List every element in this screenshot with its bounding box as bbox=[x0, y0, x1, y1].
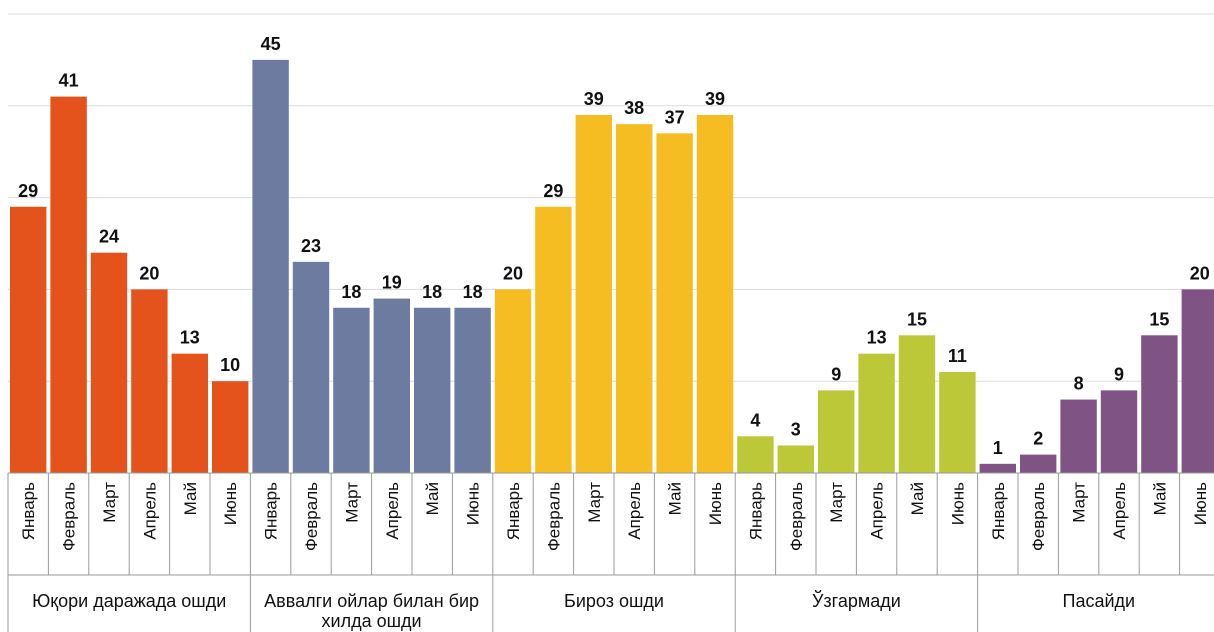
x-tick-label: Апрель bbox=[625, 482, 644, 540]
x-tick-label: Май bbox=[666, 482, 685, 515]
bar bbox=[1181, 289, 1214, 473]
bar bbox=[818, 390, 855, 473]
bar bbox=[979, 463, 1016, 473]
bar bbox=[535, 206, 572, 473]
value-label: 1 bbox=[993, 438, 1003, 458]
x-tick-label: Февраль bbox=[544, 482, 563, 551]
value-label: 23 bbox=[301, 236, 321, 256]
x-tick-label: Февраль bbox=[787, 482, 806, 551]
x-tick-label: Июнь bbox=[1191, 482, 1210, 525]
x-tick-label: Май bbox=[423, 482, 442, 515]
value-label: 20 bbox=[1190, 263, 1210, 283]
x-tick-label: Январь bbox=[746, 482, 765, 540]
bar bbox=[373, 298, 410, 473]
x-tick-label: Июнь bbox=[948, 482, 967, 525]
bar bbox=[1141, 335, 1178, 473]
x-tick-label: Январь bbox=[989, 482, 1008, 540]
bar bbox=[171, 353, 208, 473]
group-label: Ўзгармади bbox=[811, 591, 901, 611]
bar bbox=[212, 381, 249, 473]
value-label: 13 bbox=[180, 328, 200, 348]
x-tick-label: Июнь bbox=[706, 482, 725, 525]
value-label: 9 bbox=[1114, 364, 1124, 384]
x-tick-label: Май bbox=[181, 482, 200, 515]
value-label: 41 bbox=[59, 71, 79, 91]
group-label: Аввалги ойлар билан бир хилда ошди bbox=[264, 591, 480, 631]
group-label: Пасайди bbox=[1062, 591, 1136, 611]
bar bbox=[333, 307, 370, 473]
bar bbox=[696, 114, 734, 473]
value-label: 29 bbox=[543, 181, 563, 201]
value-label: 39 bbox=[584, 89, 604, 109]
bar bbox=[90, 252, 128, 473]
group-label: Бироз ошди bbox=[564, 591, 664, 611]
value-label: 20 bbox=[139, 263, 159, 283]
group-label: Юқори даражада ошди bbox=[32, 591, 227, 611]
x-tick-label: Апрель bbox=[140, 482, 159, 540]
bar bbox=[10, 206, 47, 473]
x-tick-label: Июнь bbox=[464, 482, 483, 525]
x-tick-label: Март bbox=[342, 482, 361, 523]
bar bbox=[737, 436, 774, 473]
value-label: 37 bbox=[665, 107, 685, 127]
bar bbox=[656, 133, 693, 473]
value-label: 10 bbox=[220, 355, 240, 375]
bar bbox=[939, 372, 976, 473]
bar bbox=[1100, 390, 1138, 473]
bar bbox=[1060, 399, 1097, 473]
value-label: 9 bbox=[831, 364, 841, 384]
x-tick-label: Май bbox=[908, 482, 927, 515]
value-label: 45 bbox=[261, 34, 281, 54]
bar bbox=[414, 307, 451, 473]
x-tick-label: Март bbox=[585, 482, 604, 523]
x-tick-label: Апрель bbox=[868, 482, 887, 540]
bar bbox=[777, 445, 814, 473]
value-label: 39 bbox=[705, 89, 725, 109]
bar bbox=[575, 114, 612, 473]
x-tick-label: Апрель bbox=[1110, 482, 1129, 540]
x-tick-label: Январь bbox=[262, 482, 281, 540]
value-label: 18 bbox=[463, 282, 483, 302]
value-label: 38 bbox=[624, 98, 644, 118]
value-label: 4 bbox=[750, 410, 760, 430]
value-label: 20 bbox=[503, 263, 523, 283]
value-label: 15 bbox=[1149, 309, 1169, 329]
bar bbox=[454, 307, 491, 473]
value-label: 2 bbox=[1033, 429, 1043, 449]
bar bbox=[252, 59, 289, 474]
value-label: 8 bbox=[1074, 374, 1084, 394]
x-tick-label: Февраль bbox=[60, 482, 79, 551]
bar bbox=[50, 96, 87, 474]
bar bbox=[292, 261, 330, 473]
x-tick-label: Январь bbox=[504, 482, 523, 540]
bar bbox=[131, 289, 168, 473]
bar bbox=[616, 124, 653, 473]
value-label: 18 bbox=[422, 282, 442, 302]
bar bbox=[1020, 454, 1057, 473]
bar bbox=[494, 289, 532, 473]
x-tick-label: Март bbox=[827, 482, 846, 523]
bar bbox=[858, 353, 895, 473]
x-tick-label: Май bbox=[1150, 482, 1169, 515]
value-label: 11 bbox=[948, 346, 967, 366]
x-tick-label: Февраль bbox=[302, 482, 321, 551]
value-label: 19 bbox=[382, 273, 402, 293]
x-tick-label: Март bbox=[1070, 482, 1089, 523]
value-label: 15 bbox=[907, 309, 927, 329]
value-label: 24 bbox=[99, 227, 119, 247]
x-tick-label: Апрель bbox=[383, 482, 402, 540]
value-label: 29 bbox=[18, 181, 38, 201]
bar bbox=[898, 335, 936, 473]
value-label: 3 bbox=[791, 419, 801, 439]
value-label: 18 bbox=[341, 282, 361, 302]
x-tick-label: Февраль bbox=[1029, 482, 1048, 551]
x-tick-label: Март bbox=[100, 482, 119, 523]
x-tick-label: Январь bbox=[19, 482, 38, 540]
x-tick-label: Июнь bbox=[221, 482, 240, 525]
value-label: 13 bbox=[867, 328, 887, 348]
